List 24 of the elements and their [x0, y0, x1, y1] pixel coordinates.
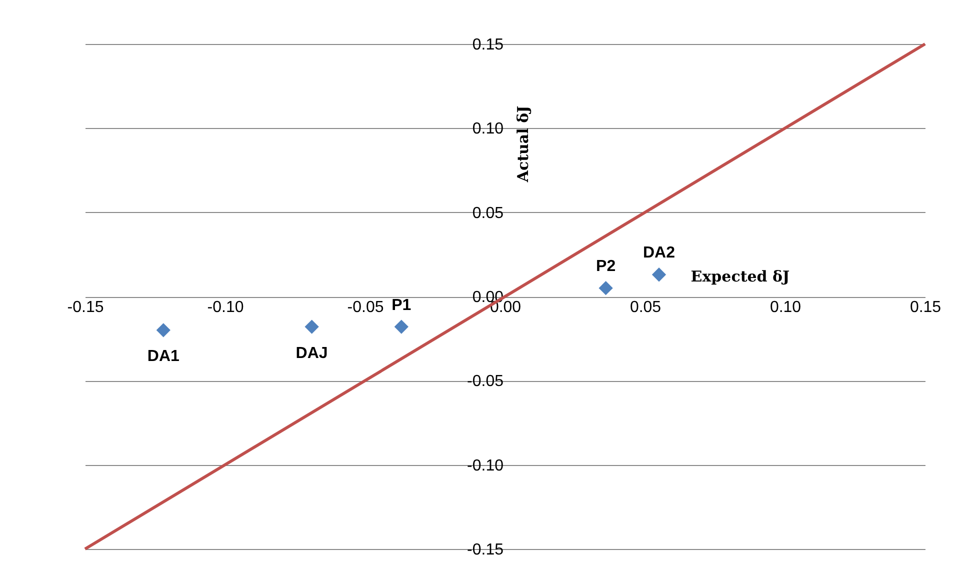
x-tick-label: -0.10 — [207, 299, 244, 316]
y-tick-label: -0.10 — [467, 457, 504, 474]
point — [598, 281, 613, 296]
point — [304, 320, 319, 334]
y-tick-label: -0.15 — [467, 542, 504, 558]
x-tick-label: -0.15 — [67, 299, 104, 316]
annotation: P2 — [596, 258, 616, 276]
x-axis-title: Expected δJ — [690, 268, 790, 286]
y-tick-label: -0.05 — [467, 373, 504, 390]
point — [156, 323, 170, 338]
y-tick-label: 0.10 — [472, 120, 504, 138]
x-tick-label: 0.15 — [910, 299, 942, 316]
y-tick-label: 0.15 — [472, 36, 504, 54]
y-tick-label: 0.05 — [472, 204, 504, 222]
point — [652, 268, 666, 282]
y-axis-title: Actual δJ — [514, 106, 532, 184]
x-tick-label: 0.05 — [630, 299, 662, 316]
annotation: DA2 — [642, 244, 676, 262]
point — [394, 320, 408, 334]
x-tick-label: -0.05 — [347, 299, 384, 316]
annotation: DAJ — [296, 344, 328, 362]
annotation: P1 — [392, 296, 412, 314]
annotation: DA1 — [147, 348, 180, 366]
x-tick-label: 0.10 — [770, 299, 802, 316]
